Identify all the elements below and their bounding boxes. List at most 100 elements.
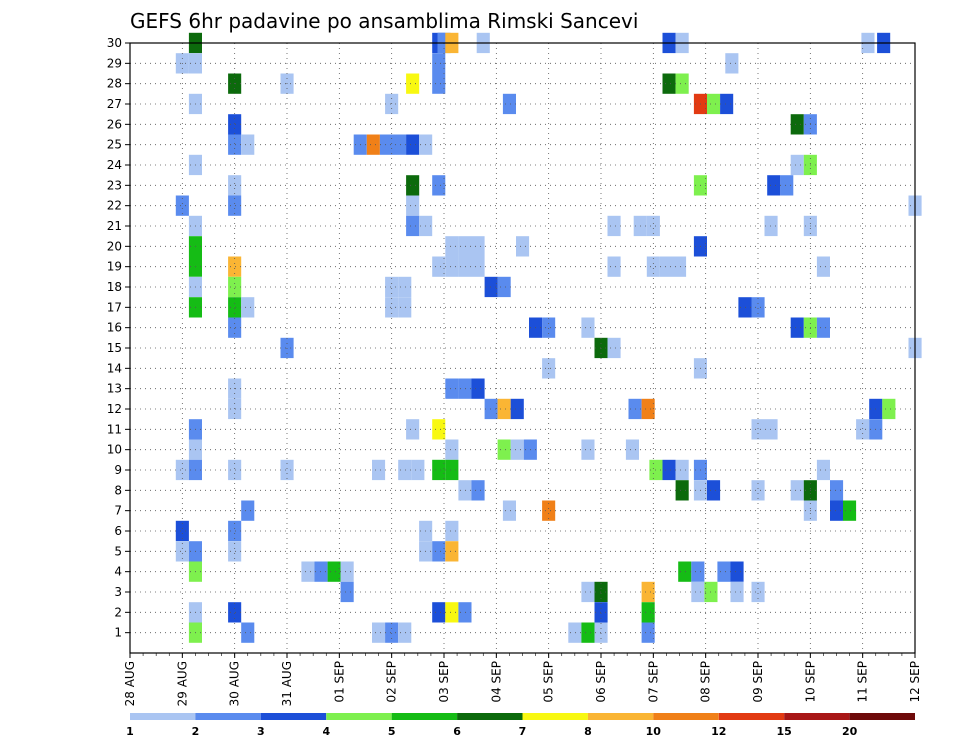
heatmap-cell — [175, 459, 189, 481]
heatmap-cell — [241, 297, 255, 318]
colorbar-label: 20 — [842, 725, 858, 738]
heatmap-cell — [882, 398, 896, 420]
y-tick-label: 21 — [107, 219, 122, 233]
heatmap-cell — [445, 439, 459, 460]
colorbar-label: 12 — [711, 725, 726, 738]
heatmap-cell — [471, 236, 485, 257]
heatmap-cell — [691, 561, 705, 582]
heatmap-cell — [432, 53, 446, 74]
heatmap-cell — [432, 419, 446, 440]
y-tick-label: 12 — [107, 402, 122, 416]
heatmap-cell — [432, 459, 446, 481]
heatmap-cell — [280, 459, 294, 481]
heatmap-cell — [458, 480, 472, 501]
heatmap-cell — [767, 175, 781, 196]
y-tick-label: 9 — [114, 463, 122, 477]
heatmap-cell — [662, 73, 676, 94]
x-axis: 28 AUG 29 AUG 30 AUG 31 AUG 01 SEP 02 SEP 03 S… — [123, 653, 922, 706]
heatmap-cell — [445, 602, 459, 623]
y-tick-label: 3 — [114, 585, 122, 599]
colorbar-label: 7 — [519, 725, 527, 738]
heatmap-cell — [594, 337, 608, 359]
heatmap-cell — [432, 73, 446, 94]
x-tick-label: 28 AUG — [123, 661, 137, 706]
y-tick-label: 18 — [107, 280, 122, 294]
heatmap-cell — [385, 276, 399, 298]
grid-lines — [129, 42, 916, 653]
x-tick-label: 12 SEP — [908, 661, 922, 703]
colorbar-swatch — [849, 713, 915, 720]
heatmap-cell — [843, 500, 857, 521]
heatmap-cell — [406, 419, 420, 440]
heatmap-cell — [471, 480, 485, 501]
y-tick-label: 23 — [107, 178, 122, 192]
y-tick-label: 13 — [107, 382, 122, 396]
x-tick-label: 06 SEP — [594, 661, 608, 703]
heatmap-cell — [816, 459, 830, 481]
heatmap-cell — [471, 378, 485, 399]
heatmap-cell — [280, 337, 294, 359]
heatmap-cell — [497, 398, 511, 420]
heatmap-cell — [720, 93, 734, 115]
heatmap-cell — [594, 622, 608, 643]
y-tick-label: 1 — [114, 626, 122, 640]
heatmap-cell — [458, 256, 472, 277]
colorbar-swatch — [195, 713, 261, 720]
heatmap-cell — [432, 175, 446, 196]
heatmap-cell — [738, 297, 752, 318]
heatmap-cell — [751, 480, 765, 501]
color-legend: 1 2 3 4 5 6 7 8 10 12 15 20 — [126, 713, 915, 738]
x-tick-label: 09 SEP — [751, 661, 765, 703]
heatmap-cell — [432, 541, 446, 562]
heatmap-cell — [301, 561, 315, 582]
heatmap-cell — [675, 459, 689, 481]
y-tick-label: 26 — [107, 117, 122, 131]
heatmap-cell — [228, 195, 242, 216]
colorbar-swatch — [653, 713, 719, 720]
heatmap-cell — [510, 398, 524, 420]
heatmap-cell — [228, 520, 242, 542]
heatmap-cell — [484, 276, 498, 298]
heatmap-cell — [646, 215, 660, 237]
heatmap-cell — [594, 581, 608, 603]
heatmap-cell — [568, 622, 582, 643]
heatmap-cell — [717, 561, 731, 582]
heatmap-cell — [385, 297, 399, 318]
heatmap-cell — [497, 276, 511, 298]
heatmap-cell — [406, 215, 420, 237]
heatmap-cell — [510, 439, 524, 460]
heatmap-cell — [707, 480, 721, 501]
heatmap-cell — [764, 419, 778, 440]
heatmap-cell — [445, 236, 459, 257]
heatmap-cell — [625, 439, 639, 460]
colorbar-label: 6 — [453, 725, 461, 738]
heatmap-cell — [707, 93, 721, 115]
heatmap-cell — [398, 459, 412, 481]
x-tick-label: 10 SEP — [803, 661, 817, 703]
heatmap-cell — [725, 53, 739, 74]
x-tick-label: 31 AUG — [280, 661, 294, 706]
y-tick-label: 11 — [107, 422, 122, 436]
colorbar-swatch — [457, 713, 523, 720]
heatmap-cell — [641, 398, 655, 420]
heatmap-cell — [607, 256, 621, 277]
heatmap-cell — [228, 602, 242, 623]
y-tick-label: 27 — [107, 97, 122, 111]
heatmap-cell — [659, 256, 673, 277]
y-tick-label: 30 — [107, 36, 122, 50]
x-tick-label: 05 SEP — [542, 661, 556, 703]
heatmap-cell — [372, 459, 386, 481]
heatmap-cell — [175, 195, 189, 216]
chart-title: GEFS 6hr padavine po ansamblima Rimski S… — [130, 9, 638, 33]
heatmap-cell — [502, 93, 516, 115]
x-tick-label: 11 SEP — [856, 661, 870, 703]
x-tick-label: 29 AUG — [175, 661, 189, 706]
x-tick-label: 07 SEP — [646, 661, 660, 703]
heatmap-cell — [228, 175, 242, 196]
heatmap-cell — [228, 114, 242, 135]
heatmap-cell — [241, 622, 255, 643]
heatmap-cell — [406, 195, 420, 216]
heatmap-cell — [581, 622, 595, 643]
heatmap-cell — [751, 297, 765, 318]
